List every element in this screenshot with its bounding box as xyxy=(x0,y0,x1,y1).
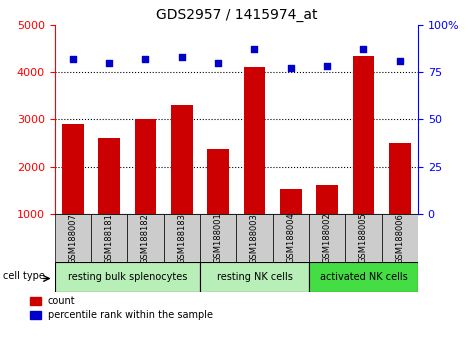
Bar xyxy=(30,311,41,319)
Title: GDS2957 / 1415974_at: GDS2957 / 1415974_at xyxy=(156,8,317,22)
Bar xyxy=(345,214,381,262)
Point xyxy=(360,47,367,52)
Bar xyxy=(352,56,374,214)
Bar xyxy=(98,138,120,214)
Bar xyxy=(244,67,266,214)
Bar xyxy=(134,119,156,214)
Bar xyxy=(309,214,345,262)
Text: GSM188001: GSM188001 xyxy=(214,213,223,263)
Bar xyxy=(200,262,309,292)
Bar xyxy=(316,185,338,214)
Text: GSM188003: GSM188003 xyxy=(250,213,259,263)
Bar xyxy=(55,262,200,292)
Text: percentile rank within the sample: percentile rank within the sample xyxy=(48,310,213,320)
Text: GSM188006: GSM188006 xyxy=(395,213,404,263)
Bar xyxy=(237,214,273,262)
Bar xyxy=(273,214,309,262)
Text: GSM188183: GSM188183 xyxy=(177,212,186,264)
Point xyxy=(69,56,76,62)
Text: activated NK cells: activated NK cells xyxy=(320,272,408,282)
Text: GSM188004: GSM188004 xyxy=(286,213,295,263)
Point xyxy=(214,60,222,65)
Bar xyxy=(171,105,193,214)
Text: cell type: cell type xyxy=(3,270,45,280)
Point xyxy=(287,65,294,71)
Bar xyxy=(200,214,236,262)
Text: GSM188182: GSM188182 xyxy=(141,213,150,263)
Bar xyxy=(382,214,418,262)
Bar xyxy=(309,262,418,292)
Point xyxy=(396,58,404,64)
Bar xyxy=(389,143,411,214)
Bar xyxy=(280,189,302,214)
Text: resting bulk splenocytes: resting bulk splenocytes xyxy=(67,272,187,282)
Bar xyxy=(91,214,127,262)
Text: GSM188005: GSM188005 xyxy=(359,213,368,263)
Bar xyxy=(164,214,200,262)
Text: GSM188007: GSM188007 xyxy=(68,213,77,263)
Bar xyxy=(62,124,84,214)
Point xyxy=(251,47,258,52)
Text: GSM188002: GSM188002 xyxy=(323,213,332,263)
Bar xyxy=(207,149,229,214)
Bar xyxy=(30,297,41,305)
Point xyxy=(323,64,331,69)
Text: resting NK cells: resting NK cells xyxy=(217,272,293,282)
Bar xyxy=(55,214,91,262)
Point xyxy=(105,60,113,65)
Point xyxy=(142,56,149,62)
Text: GSM188181: GSM188181 xyxy=(104,213,114,263)
Point xyxy=(178,54,186,60)
Bar xyxy=(127,214,163,262)
Text: count: count xyxy=(48,296,76,306)
